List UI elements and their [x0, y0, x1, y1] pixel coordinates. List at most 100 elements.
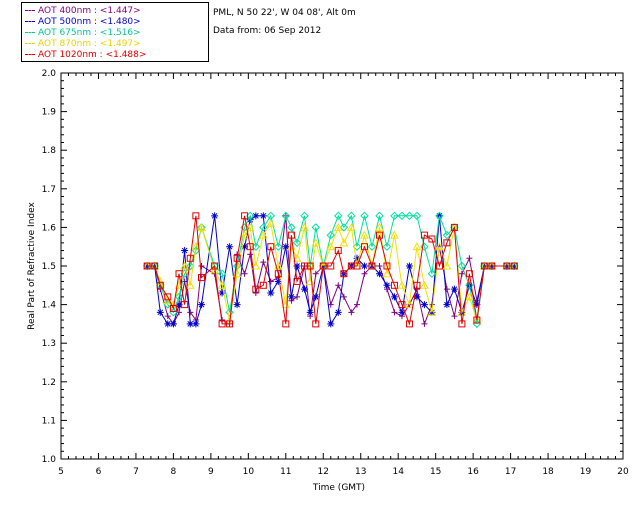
data-point	[319, 262, 327, 270]
data-point	[376, 263, 383, 269]
data-point	[390, 293, 398, 301]
data-point	[361, 270, 368, 277]
y-tick-label: 1.5	[42, 262, 56, 272]
data-point	[327, 262, 335, 270]
y-tick-label: 1.2	[42, 378, 56, 388]
legend-swatch-icon	[25, 10, 35, 11]
data-point	[281, 300, 291, 309]
data-point	[274, 242, 283, 251]
data-point	[334, 308, 342, 316]
data-point	[252, 285, 260, 293]
y-tick-label: 1.1	[42, 416, 56, 426]
data-point	[353, 262, 361, 270]
data-point	[360, 243, 368, 251]
data-point	[451, 313, 458, 320]
data-point	[405, 262, 413, 270]
series-line	[147, 215, 515, 326]
data-point	[457, 261, 467, 271]
data-point	[442, 230, 452, 240]
data-point	[383, 281, 391, 289]
legend-label: AOT 500nm : <1.480>	[38, 17, 141, 27]
data-point	[458, 320, 466, 328]
data-point	[510, 262, 518, 270]
data-point	[339, 238, 349, 247]
data-point	[382, 242, 392, 251]
data-point	[226, 243, 234, 251]
data-point	[435, 211, 444, 221]
data-point	[473, 316, 481, 324]
data-point	[233, 254, 241, 262]
x-tick-label: 8	[171, 467, 177, 477]
data-point	[292, 253, 302, 262]
data-point	[267, 289, 275, 297]
data-point	[413, 281, 421, 289]
data-point	[435, 262, 443, 270]
legend-swatch-icon	[25, 21, 35, 22]
data-point	[347, 222, 356, 231]
data-point	[443, 286, 450, 293]
data-point	[164, 313, 171, 320]
data-point	[465, 292, 474, 301]
data-point	[326, 230, 335, 240]
data-point	[246, 243, 254, 251]
legend: AOT 400nm : <1.447> AOT 500nm : <1.480> …	[21, 2, 209, 62]
data-point	[274, 277, 282, 285]
data-point	[334, 211, 343, 221]
y-tick-label: 1.4	[42, 301, 57, 311]
data-point	[301, 285, 309, 293]
legend-swatch-icon	[25, 32, 35, 33]
data-point	[287, 231, 295, 239]
x-tick-label: 17	[505, 467, 516, 477]
x-tick-label: 15	[430, 467, 441, 477]
data-point	[360, 230, 369, 239]
y-tick-label: 1.6	[42, 223, 57, 233]
data-point	[241, 212, 249, 220]
data-point	[300, 211, 309, 221]
data-point	[187, 309, 194, 316]
data-point	[312, 270, 319, 277]
data-point	[156, 281, 164, 289]
data-point	[382, 269, 392, 278]
data-point	[360, 211, 369, 221]
x-tick-label: 16	[467, 467, 479, 477]
data-point	[503, 262, 511, 270]
data-point	[458, 270, 465, 277]
data-point	[412, 211, 422, 221]
data-point	[428, 235, 436, 243]
data-point	[181, 301, 189, 309]
data-point	[420, 231, 428, 239]
data-point	[340, 270, 348, 278]
data-point	[186, 261, 195, 271]
data-point	[217, 269, 227, 278]
data-point	[259, 281, 267, 289]
data-point	[326, 242, 336, 251]
data-point	[420, 242, 429, 251]
data-point	[348, 309, 355, 316]
legend-item-1020nm: AOT 1020nm : <1.488>	[25, 50, 146, 61]
y-tick-label: 2.0	[42, 69, 57, 79]
y-tick-label: 1.9	[42, 108, 57, 118]
data-point	[405, 320, 413, 328]
data-point	[339, 223, 349, 232]
data-point	[151, 262, 159, 270]
data-point	[488, 262, 496, 270]
data-point	[427, 269, 437, 278]
legend-swatch-icon	[25, 54, 35, 55]
x-tick-label: 20	[617, 467, 629, 477]
data-point	[413, 293, 421, 301]
data-point	[267, 243, 275, 251]
data-point	[473, 301, 481, 309]
data-point	[375, 222, 384, 231]
data-point	[241, 270, 248, 277]
x-tick-label: 18	[542, 467, 554, 477]
data-point	[274, 270, 282, 278]
data-point	[421, 320, 428, 327]
legend-label: AOT 675nm : <1.516>	[38, 28, 141, 38]
data-point	[241, 243, 249, 251]
data-point	[282, 243, 290, 251]
data-point	[390, 281, 398, 289]
data-point	[398, 301, 406, 309]
legend-item-400nm: AOT 400nm : <1.447>	[25, 6, 141, 17]
data-point	[259, 212, 267, 220]
